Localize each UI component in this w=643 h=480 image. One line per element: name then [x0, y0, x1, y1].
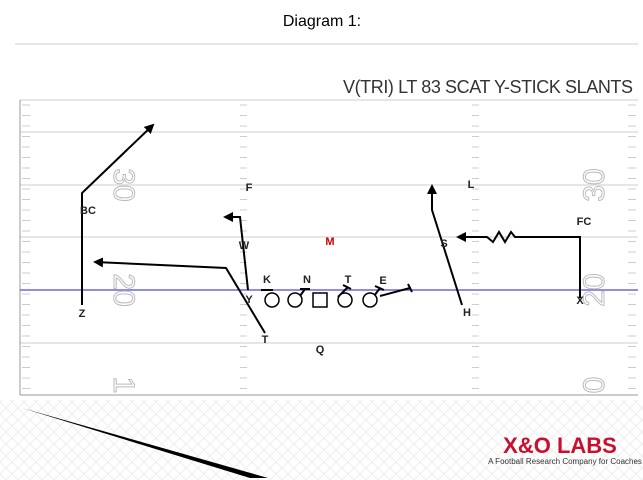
player-label: S [440, 238, 447, 250]
player-label: T [345, 274, 352, 286]
player-label: L [468, 179, 475, 191]
yard-number: 20 [107, 273, 140, 306]
player-label: M [325, 236, 334, 248]
page-title: Diagram 1: [283, 13, 361, 30]
player-label: BC [80, 205, 96, 217]
player-label: Q [316, 344, 325, 356]
footer-pattern [0, 400, 643, 480]
player-label: FC [577, 216, 592, 228]
player-label: Y [245, 294, 253, 306]
yard-number: 20 [578, 273, 611, 306]
field [19, 99, 638, 396]
player-label: H [463, 307, 471, 319]
footer-stroke [22, 408, 268, 478]
player-label: W [239, 240, 250, 252]
routes [81, 123, 581, 334]
player-label: X [576, 295, 584, 307]
yard-number: 30 [107, 168, 140, 201]
play-name: V(TRI) LT 83 SCAT Y-STICK SLANTS [343, 77, 633, 97]
yard-number: 1 [107, 377, 140, 394]
yard-number: 0 [578, 377, 611, 394]
player-label: T [262, 334, 269, 346]
player-label: N [303, 274, 311, 286]
player-label: F [246, 182, 253, 194]
logo-brand: X&O LABS [503, 433, 617, 458]
player-label: K [263, 274, 271, 286]
yard-number: 30 [578, 168, 611, 201]
player-label: E [379, 275, 386, 287]
player-label: Z [79, 308, 86, 320]
logo-tagline: A Football Research Company for Coaches [488, 457, 642, 466]
